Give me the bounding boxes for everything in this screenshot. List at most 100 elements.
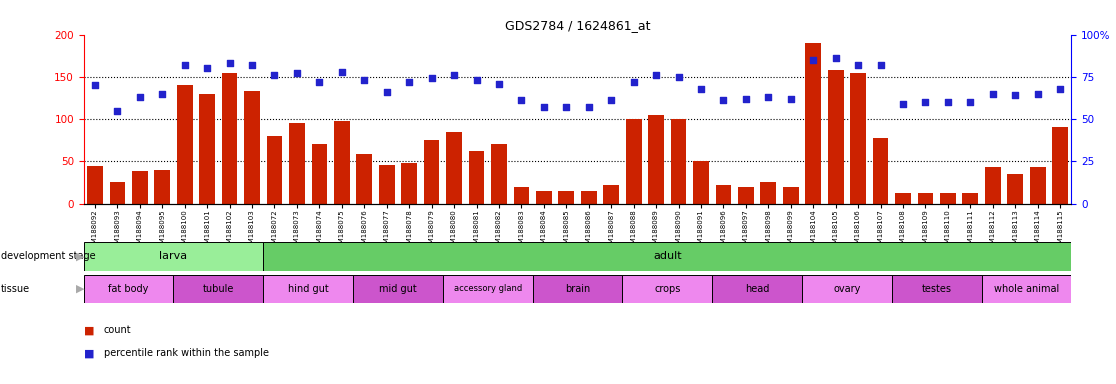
Point: [557, 104, 575, 110]
Bar: [87, 166, 103, 204]
Bar: [334, 121, 349, 204]
Text: tubule: tubule: [203, 284, 234, 294]
Text: ■: ■: [84, 348, 94, 358]
Point: [333, 69, 350, 75]
Bar: [648, 115, 664, 204]
Bar: [244, 91, 260, 204]
Point: [670, 74, 687, 80]
Point: [894, 101, 912, 107]
Point: [1007, 92, 1024, 98]
Bar: [353, 275, 443, 303]
Text: count: count: [104, 325, 132, 335]
Bar: [446, 132, 462, 204]
Bar: [84, 275, 173, 303]
Bar: [132, 171, 147, 204]
Bar: [626, 119, 642, 204]
Point: [176, 62, 194, 68]
Text: larva: larva: [160, 251, 187, 262]
Point: [603, 98, 620, 104]
Text: accessory gland: accessory gland: [453, 285, 522, 293]
Bar: [469, 151, 484, 204]
Title: GDS2784 / 1624861_at: GDS2784 / 1624861_at: [504, 19, 651, 32]
Bar: [940, 192, 955, 204]
Bar: [693, 161, 709, 204]
Point: [1051, 86, 1069, 92]
Point: [310, 79, 328, 85]
Bar: [1008, 174, 1023, 204]
Bar: [378, 165, 395, 204]
Point: [535, 104, 552, 110]
Bar: [263, 242, 1071, 271]
Bar: [109, 182, 125, 204]
Bar: [604, 185, 619, 204]
Text: adult: adult: [653, 251, 682, 262]
Point: [86, 82, 104, 88]
Bar: [581, 191, 597, 204]
Bar: [712, 275, 802, 303]
Bar: [806, 43, 821, 204]
Point: [984, 91, 1002, 97]
Bar: [513, 187, 529, 204]
Point: [805, 57, 822, 63]
Point: [131, 94, 148, 100]
Point: [378, 89, 396, 95]
Point: [108, 108, 126, 114]
Point: [759, 94, 777, 100]
Text: percentile rank within the sample: percentile rank within the sample: [104, 348, 269, 358]
Text: mid gut: mid gut: [379, 284, 417, 294]
Text: head: head: [744, 284, 769, 294]
Bar: [623, 275, 712, 303]
Bar: [154, 170, 170, 204]
Point: [468, 77, 485, 83]
Point: [647, 72, 665, 78]
Point: [782, 96, 800, 102]
Bar: [895, 194, 911, 204]
Bar: [873, 137, 888, 204]
Bar: [982, 275, 1071, 303]
Bar: [985, 167, 1001, 204]
Point: [625, 79, 643, 85]
Text: fat body: fat body: [108, 284, 148, 294]
Point: [401, 79, 418, 85]
Point: [737, 96, 754, 102]
Bar: [402, 163, 417, 204]
Bar: [356, 154, 372, 204]
Point: [827, 55, 845, 61]
Bar: [311, 144, 327, 204]
Point: [916, 99, 934, 105]
Text: ovary: ovary: [834, 284, 860, 294]
Bar: [892, 275, 982, 303]
Text: ▶: ▶: [76, 251, 85, 262]
Bar: [443, 275, 532, 303]
Text: crops: crops: [654, 284, 681, 294]
Bar: [424, 140, 440, 204]
Point: [580, 104, 598, 110]
Bar: [760, 182, 777, 204]
Point: [288, 70, 306, 76]
Bar: [200, 94, 215, 204]
Text: ▶: ▶: [76, 284, 85, 294]
Bar: [532, 275, 623, 303]
Point: [872, 62, 889, 68]
Text: ■: ■: [84, 325, 94, 335]
Bar: [84, 242, 263, 271]
Bar: [715, 185, 731, 204]
Point: [692, 86, 710, 92]
Point: [512, 98, 530, 104]
Point: [423, 75, 441, 81]
Point: [849, 62, 867, 68]
Bar: [850, 73, 866, 204]
Text: brain: brain: [565, 284, 590, 294]
Bar: [738, 187, 753, 204]
Bar: [962, 192, 979, 204]
Point: [153, 91, 171, 97]
Bar: [828, 70, 844, 204]
Point: [266, 72, 283, 78]
Bar: [176, 85, 193, 204]
Bar: [917, 194, 933, 204]
Text: tissue: tissue: [1, 284, 30, 294]
Point: [490, 81, 508, 87]
Bar: [491, 144, 507, 204]
Bar: [783, 187, 799, 204]
Bar: [173, 275, 263, 303]
